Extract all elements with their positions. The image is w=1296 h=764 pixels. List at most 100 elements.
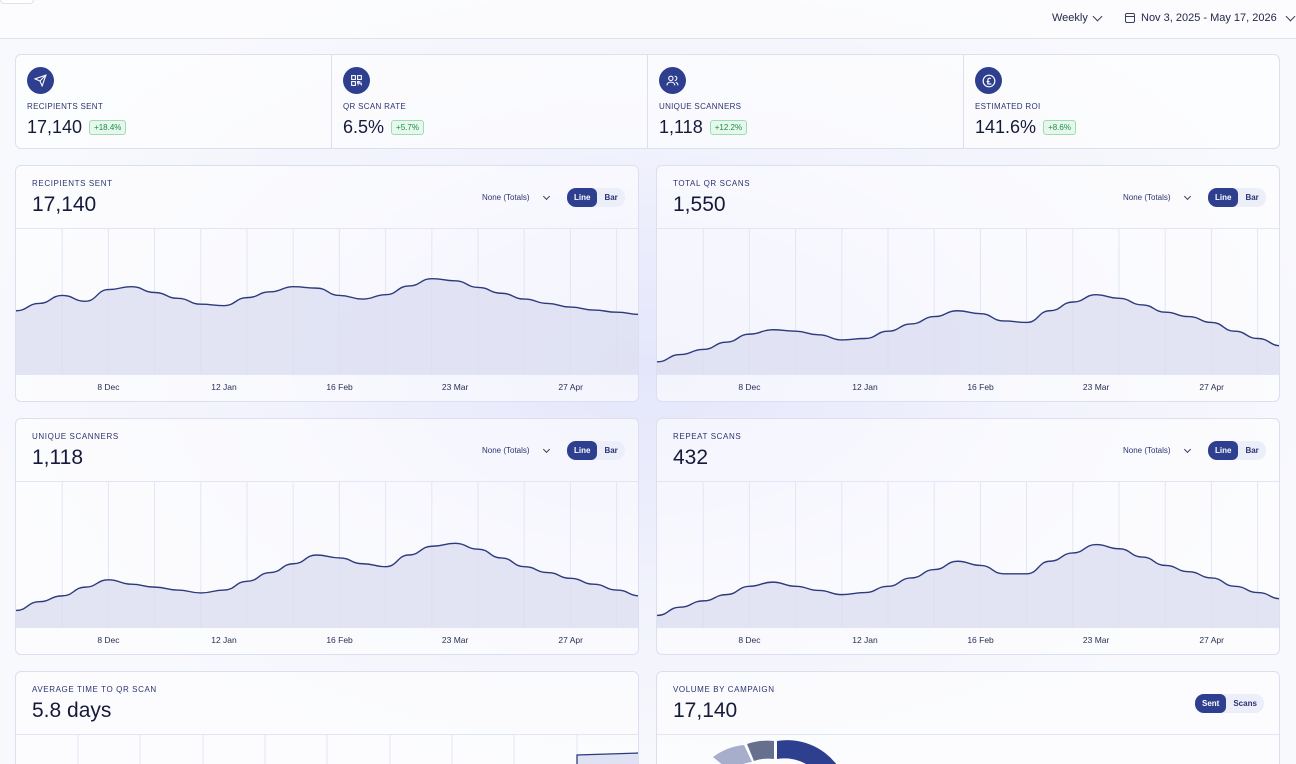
x-tick-label: 16 Feb xyxy=(967,382,994,392)
kpi-label: RECIPIENTS SENT xyxy=(27,102,104,111)
change-badge: +18.4% xyxy=(89,120,127,135)
x-tick-label: 16 Feb xyxy=(326,635,353,645)
top-toolbar: Weekly Nov 3, 2025 - May 17, 2026 xyxy=(0,0,1296,39)
metric-toggle: Sent Scans xyxy=(1195,694,1264,713)
pound-icon xyxy=(975,67,1002,94)
card-title: UNIQUE SCANNERS xyxy=(32,432,119,441)
breakdown-select[interactable]: None (Totals) xyxy=(1123,445,1191,455)
series-area xyxy=(16,543,638,627)
x-axis: 8 Dec 12 Jan 16 Feb 23 Mar 27 Apr xyxy=(657,627,1279,654)
x-tick-label: 8 Dec xyxy=(97,635,120,645)
bar-toggle[interactable]: Bar xyxy=(604,446,618,455)
kpi-value: 141.6% xyxy=(975,117,1037,137)
card-title: REPEAT SCANS xyxy=(673,432,742,441)
kpi-estimated-roi: ESTIMATED ROI 141.6% +8.6% xyxy=(964,55,1279,148)
chart-card-avg-time-to-scan: AVERAGE TIME TO QR SCAN 5.8 days xyxy=(15,671,639,764)
users-icon xyxy=(659,67,686,94)
x-tick-label: 12 Jan xyxy=(852,382,878,392)
breakdown-select-label: None (Totals) xyxy=(1123,446,1171,455)
card-title: VOLUME BY CAMPAIGN xyxy=(673,685,775,694)
breakdown-select[interactable]: None (Totals) xyxy=(482,445,550,455)
donut-slice xyxy=(713,745,752,764)
donut-slice xyxy=(747,740,774,761)
change-badge: +5.7% xyxy=(391,120,424,135)
kpi-label: UNIQUE SCANNERS xyxy=(659,102,742,111)
kpi-value: 1,118 xyxy=(659,117,703,137)
series-line xyxy=(16,542,638,612)
card-title: TOTAL QR SCANS xyxy=(673,179,751,188)
breakdown-select[interactable]: None (Totals) xyxy=(1123,192,1191,202)
card-total: 1,118 xyxy=(32,446,83,469)
interval-select[interactable]: Weekly xyxy=(1052,11,1103,24)
bar-toggle[interactable]: Bar xyxy=(604,193,618,202)
chart-card-volume-by-campaign: VOLUME BY CAMPAIGN 17,140 Sent Scans xyxy=(656,671,1280,764)
x-tick-label: 23 Mar xyxy=(441,382,469,392)
x-tick-label: 23 Mar xyxy=(441,635,469,645)
x-tick-label: 8 Dec xyxy=(738,635,761,645)
x-tick-label: 8 Dec xyxy=(738,382,761,392)
x-tick-label: 27 Apr xyxy=(1199,382,1224,392)
chevron-down-icon xyxy=(1092,11,1103,21)
change-badge: +8.6% xyxy=(1043,120,1076,135)
chart-card-unique-scanners: UNIQUE SCANNERS 1,118 None (Totals) Line… xyxy=(15,418,639,655)
card-total: 1,550 xyxy=(673,193,726,216)
line-toggle[interactable]: Line xyxy=(1208,441,1239,460)
breakdown-select-label: None (Totals) xyxy=(482,446,530,455)
x-tick-label: 23 Mar xyxy=(1082,635,1110,645)
corner-chip xyxy=(0,0,34,4)
step-chart xyxy=(16,734,638,764)
line-toggle[interactable]: Line xyxy=(567,441,598,460)
breakdown-select-label: None (Totals) xyxy=(1123,193,1171,202)
chart-type-toggle: Line Bar xyxy=(567,441,625,460)
x-axis: 8 Dec 12 Jan 16 Feb 23 Mar 27 Apr xyxy=(16,627,638,654)
qr-code-icon xyxy=(343,67,370,94)
calendar-icon xyxy=(1125,13,1135,23)
chart-card-total-qr-scans: TOTAL QR SCANS 1,550 None (Totals) Line B… xyxy=(656,165,1280,402)
bar-toggle[interactable]: Bar xyxy=(1245,446,1259,455)
change-badge: +12.2% xyxy=(709,120,748,135)
chevron-down-icon xyxy=(542,192,550,200)
donut-chart xyxy=(657,734,1279,764)
kpi-qr-scan-rate: QR SCAN RATE 6.5% +5.7% xyxy=(332,55,648,148)
step-area xyxy=(577,753,638,764)
date-range-picker[interactable]: Nov 3, 2025 - May 17, 2026 xyxy=(1125,11,1296,24)
card-total: 5.8 days xyxy=(32,699,112,722)
line-toggle[interactable]: Line xyxy=(567,188,598,207)
kpi-value: 6.5% xyxy=(343,117,385,137)
x-tick-label: 12 Jan xyxy=(211,635,237,645)
x-axis: 8 Dec 12 Jan 16 Feb 23 Mar 27 Apr xyxy=(657,374,1279,401)
breakdown-select-label: None (Totals) xyxy=(482,193,530,202)
series-line xyxy=(16,277,638,316)
x-axis: 8 Dec 12 Jan 16 Feb 23 Mar 27 Apr xyxy=(16,374,638,401)
series-area xyxy=(16,278,638,374)
kpi-label: ESTIMATED ROI xyxy=(975,102,1041,111)
x-tick-label: 8 Dec xyxy=(97,382,120,392)
chart-card-repeat-scans: REPEAT SCANS 432 None (Totals) Line Bar 8… xyxy=(656,418,1280,655)
chevron-down-icon xyxy=(1183,192,1191,200)
chevron-down-icon xyxy=(1183,445,1191,453)
x-tick-label: 27 Apr xyxy=(558,382,583,392)
card-title: AVERAGE TIME TO QR SCAN xyxy=(32,685,157,694)
chart-type-toggle: Line Bar xyxy=(1208,188,1266,207)
kpi-strip: RECIPIENTS SENT 17,140 +18.4% QR SCAN RAT… xyxy=(15,54,1280,149)
card-total: 17,140 xyxy=(673,699,738,722)
x-tick-label: 12 Jan xyxy=(852,635,878,645)
series-line xyxy=(657,543,1279,617)
line-toggle[interactable]: Line xyxy=(1208,188,1239,207)
series-area xyxy=(657,294,1279,374)
chart-type-toggle: Line Bar xyxy=(1208,441,1266,460)
x-tick-label: 16 Feb xyxy=(326,382,353,392)
line-chart xyxy=(657,481,1279,627)
series-line xyxy=(657,293,1279,363)
chevron-down-icon xyxy=(542,445,550,453)
step-line xyxy=(576,752,638,764)
kpi-value: 17,140 xyxy=(27,117,83,137)
bar-toggle[interactable]: Bar xyxy=(1245,193,1259,202)
x-tick-label: 27 Apr xyxy=(558,635,583,645)
kpi-unique-scanners: UNIQUE SCANNERS 1,118 +12.2% xyxy=(648,55,964,148)
sent-toggle[interactable]: Sent xyxy=(1195,694,1227,713)
scans-toggle[interactable]: Scans xyxy=(1233,699,1257,708)
chevron-down-icon xyxy=(1285,11,1296,21)
breakdown-select[interactable]: None (Totals) xyxy=(482,192,550,202)
x-tick-label: 12 Jan xyxy=(211,382,237,392)
